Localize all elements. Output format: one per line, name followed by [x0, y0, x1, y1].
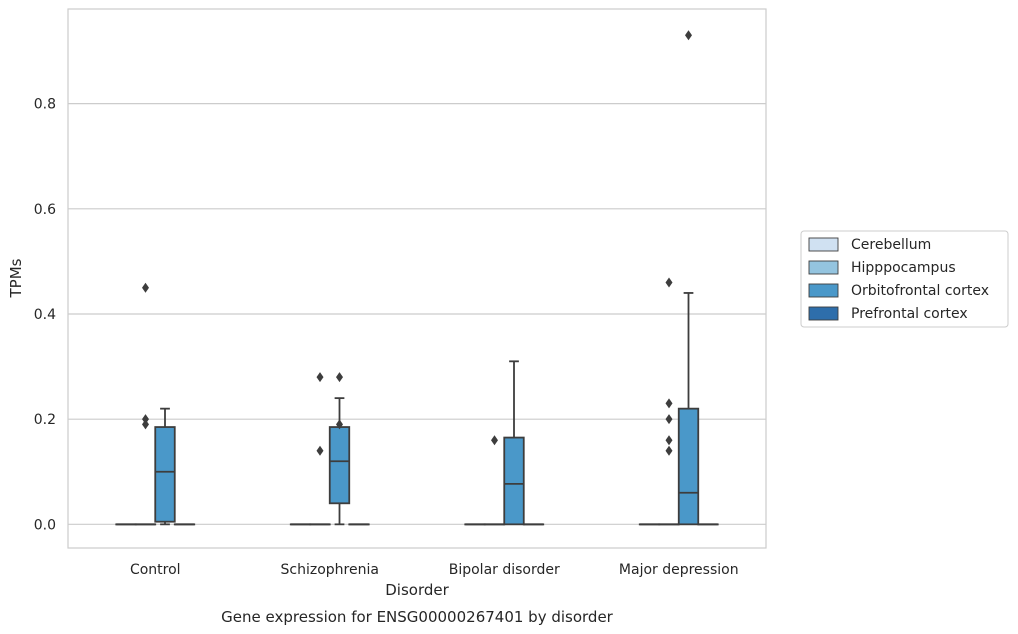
flier-point [336, 372, 343, 383]
legend-swatch [808, 283, 839, 298]
box-group [328, 372, 351, 526]
flier-point [665, 435, 673, 446]
y-axis-ticks: 0.0 0.2 0.4 0.6 0.8 [34, 97, 56, 534]
boxes-layer [115, 30, 719, 526]
flier-point [665, 277, 673, 288]
y-tick-label: 0.4 [34, 307, 56, 323]
flier-point [665, 398, 673, 409]
legend-swatch [808, 237, 839, 252]
box-iqr [328, 426, 351, 505]
flier-point [142, 282, 149, 293]
y-tick-label: 0.6 [34, 202, 56, 218]
x-tick-label: Schizophrenia [281, 562, 379, 578]
box-group [309, 372, 331, 526]
y-tick-label: 0.2 [34, 412, 56, 428]
flier-point [142, 419, 149, 430]
box-group [503, 360, 525, 526]
flier-point [665, 445, 673, 456]
y-tick-label: 0.8 [34, 97, 56, 113]
chart-title: Gene expression for ENSG00000267401 by d… [221, 608, 614, 626]
box-iqr [503, 436, 525, 526]
box-iqr [677, 407, 700, 526]
flier-point [491, 435, 498, 446]
legend-swatch [808, 260, 839, 275]
x-tick-label: Major depression [619, 562, 739, 578]
legend: Cerebellum Hipppocampus Orbitofrontal cort… [800, 230, 1009, 328]
x-tick-label: Control [130, 562, 181, 578]
legend-entry-label: Prefrontal cortex [851, 306, 968, 322]
x-axis-label: Disorder [385, 581, 449, 599]
box-group [483, 435, 506, 526]
x-tick-label: Bipolar disorder [449, 562, 560, 578]
flier-point [142, 414, 149, 425]
flier-point [316, 445, 324, 456]
flier-point [665, 414, 673, 425]
box-iqr [154, 426, 176, 523]
legend-entry-label: Hipppocampus [851, 260, 956, 276]
legend-swatch [808, 306, 839, 321]
flier-point [316, 372, 324, 383]
box-group [658, 277, 680, 526]
plot-frame [67, 8, 767, 549]
flier-point [336, 419, 343, 430]
flier-point [685, 30, 692, 41]
y-axis-label: TPMs [7, 258, 25, 298]
legend-entry-label: Cerebellum [851, 237, 931, 253]
y-tick-label: 0.0 [34, 517, 56, 533]
legend-frame [800, 230, 1009, 328]
legend-entry-label: Orbitofrontal cortex [851, 283, 989, 299]
box-group [154, 407, 176, 526]
box-group [134, 282, 157, 526]
x-axis-ticks: Control Schizophrenia Bipolar disorder Majo… [130, 562, 739, 578]
box-group [677, 30, 700, 526]
